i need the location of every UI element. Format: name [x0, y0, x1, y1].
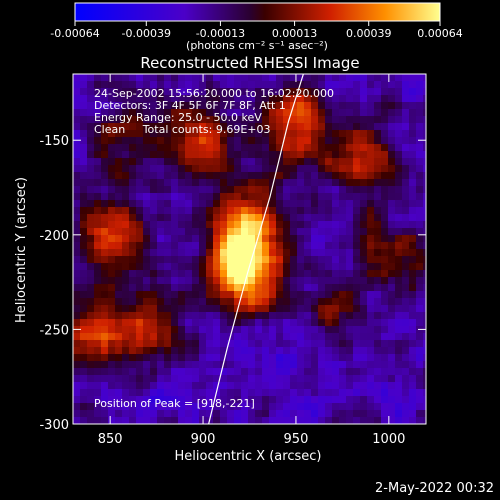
annotation-detectors: Detectors: 3F 4F 5F 6F 7F 8F, Att 1: [94, 99, 286, 112]
colorbar-tick-label: 0.00039: [346, 27, 392, 40]
colorbar-tick-label: -0.00064: [50, 27, 99, 40]
colorbar-unit-label: (photons cm⁻² s⁻¹ asec⁻²): [186, 39, 328, 52]
colorbar: [74, 2, 441, 22]
annotation-time-range: 24-Sep-2002 15:56:20.000 to 16:02:20.000: [94, 87, 334, 100]
annotation-clean-counts: Clean Total counts: 9.69E+03: [94, 123, 271, 136]
annotation-block: 24-Sep-2002 15:56:20.000 to 16:02:20.000…: [94, 87, 334, 136]
x-axis-ticks: 850 900 950 1000: [98, 74, 405, 447]
x-axis-label: Heliocentric X (arcsec): [175, 449, 322, 464]
annotation-energy-range: Energy Range: 25.0 - 50.0 keV: [94, 111, 262, 124]
colorbar-tick-label: 0.00013: [272, 27, 318, 40]
y-axis-label: Heliocentric Y (arcsec): [14, 177, 29, 323]
heatmap: [73, 74, 426, 424]
colorbar-tick-label: 0.00064: [417, 27, 463, 40]
y-tick-label: -250: [39, 323, 69, 338]
x-tick-label: 950: [284, 432, 309, 447]
solar-limb-curve: [208, 74, 304, 424]
plot-frame: [72, 73, 427, 425]
y-tick-label: -300: [39, 418, 69, 433]
colorbar-tick-label: -0.00013: [196, 27, 245, 40]
x-tick-label: 1000: [372, 432, 405, 447]
y-axis-ticks: -150 -200 -250 -300: [39, 134, 426, 433]
y-tick-label: -150: [39, 134, 69, 149]
peak-position-label: Position of Peak = [918,-221]: [94, 397, 255, 410]
x-tick-label: 900: [191, 432, 216, 447]
colorbar-ticks: -0.00064 -0.00039 -0.00013 0.00013 0.00039 0.…: [50, 21, 463, 40]
x-tick-label: 850: [98, 432, 123, 447]
colorbar-tick-label: -0.00039: [122, 27, 171, 40]
chart-title: Reconstructed RHESSI Image: [140, 54, 359, 72]
y-tick-label: -200: [39, 229, 69, 244]
footer-timestamp: 2-May-2022 00:32: [375, 481, 494, 496]
